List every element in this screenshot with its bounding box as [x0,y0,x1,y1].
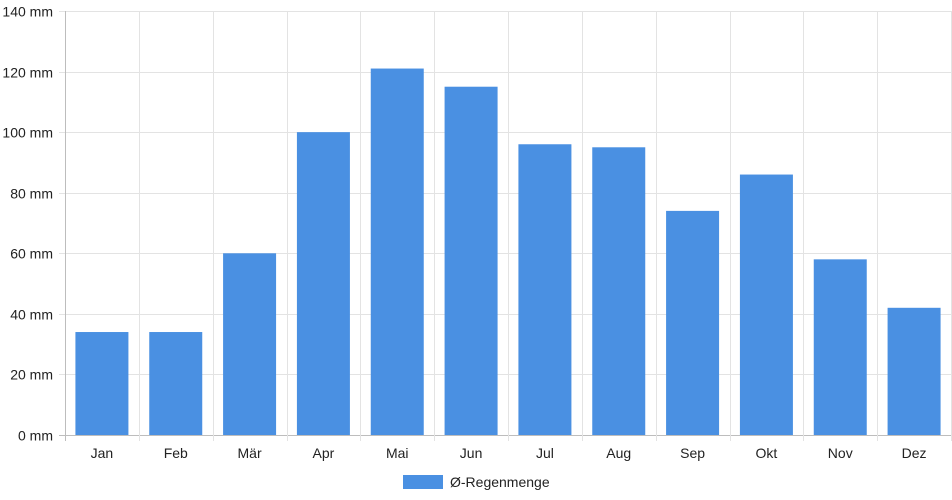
y-tick-label: 100 mm [2,125,53,141]
y-tick-label: 20 mm [10,367,53,383]
y-tick-label: 80 mm [10,186,53,202]
x-tick-label: Aug [606,445,631,461]
bar-Mär [223,253,277,435]
bar-Dez [887,307,941,435]
x-tick-label: Mär [238,445,262,461]
x-tick-label: Mai [386,445,409,461]
bar-Nov [813,259,867,435]
bar-Jun [444,86,498,435]
bar-Aug [592,147,646,436]
bar-Feb [149,332,203,435]
y-tick-label: 0 mm [18,428,53,444]
x-tick-label: Okt [756,445,778,461]
legend-label[interactable]: Ø-Regenmenge [450,474,550,490]
bar-Jan [75,332,129,435]
x-tick-label: Jun [460,445,483,461]
bar-Jul [518,144,572,435]
y-tick-label: 60 mm [10,246,53,262]
x-tick-label: Sep [680,445,705,461]
x-tick-label: Jan [91,445,114,461]
bar-Mai [370,68,424,436]
bar-Apr [296,132,350,435]
legend[interactable]: Ø-Regenmenge [403,474,550,490]
grid-lines [59,11,952,441]
bar-series [75,68,941,436]
y-axis-tick-labels: 0 mm 20 mm 40 mm 60 mm 80 mm 100 mm 120 mm 140 … [2,4,53,444]
y-tick-label: 140 mm [2,4,53,20]
x-axis-tick-labels: Jan Feb Mär Apr Mai Jun Jul Aug Sep Okt Nov Dez [91,445,927,461]
x-tick-label: Dez [902,445,927,461]
x-tick-label: Feb [164,445,188,461]
x-tick-label: Apr [313,445,335,461]
legend-swatch[interactable] [403,475,443,489]
bar-Okt [739,174,793,436]
y-tick-label: 40 mm [10,307,53,323]
y-tick-label: 120 mm [2,65,53,81]
bar-Sep [666,210,720,435]
x-tick-label: Nov [828,445,853,461]
x-tick-label: Jul [536,445,554,461]
